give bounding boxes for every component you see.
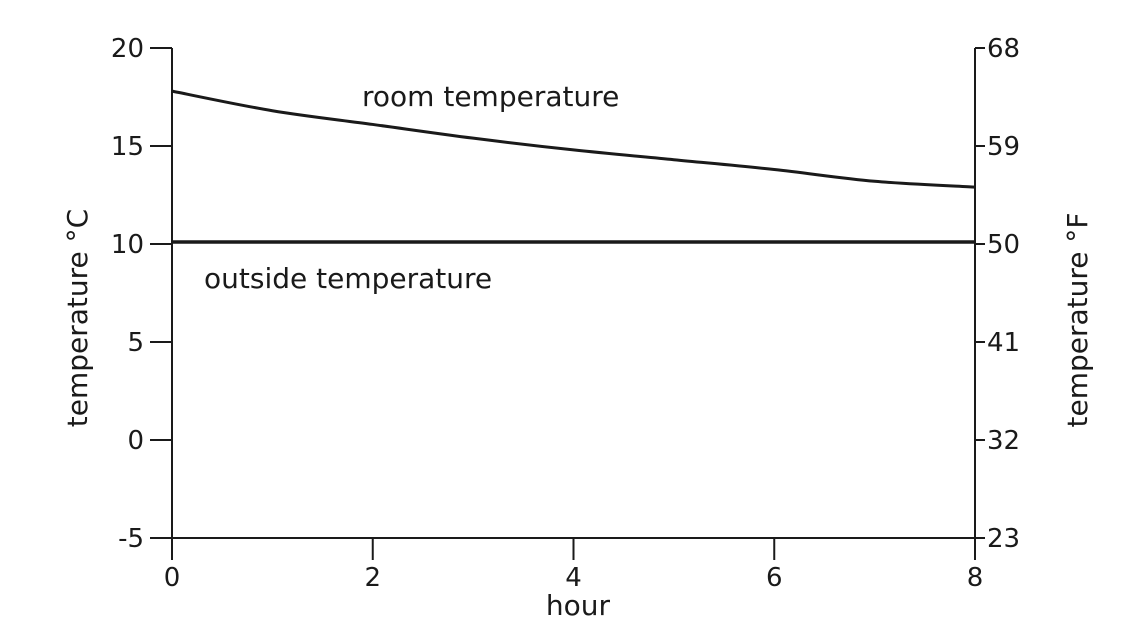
x-tick-label: 6 — [766, 563, 783, 593]
room-temperature-label: room temperature — [362, 80, 619, 113]
y-tick-label-right: 59 — [987, 132, 1020, 162]
y-tick-label-right: 68 — [987, 34, 1020, 64]
x-tick-label: 2 — [364, 563, 381, 593]
series-labels: room temperature outside temperature — [204, 80, 619, 295]
x-tick-label: 4 — [565, 563, 582, 593]
tick-marks — [150, 47, 985, 560]
y-tick-label-right: 23 — [987, 524, 1020, 554]
y-tick-label-left: 0 — [127, 426, 144, 456]
y-tick-label-left: -5 — [118, 524, 144, 554]
y-tick-label-left: 20 — [111, 34, 144, 64]
y-tick-label-right: 50 — [987, 230, 1020, 260]
x-tick-label: 8 — [967, 563, 984, 593]
y-tick-label-left: 15 — [111, 132, 144, 162]
y-tick-label-right: 41 — [987, 328, 1020, 358]
outside-temperature-label: outside temperature — [204, 262, 492, 295]
x-axis-title: hour — [546, 589, 611, 622]
x-tick-label: 0 — [164, 563, 181, 593]
y-axis-title-right: temperature °F — [1061, 212, 1094, 427]
y-tick-label-left: 5 — [127, 328, 144, 358]
y-axis-title-left: temperature °C — [61, 209, 94, 427]
y-tick-label-left: 10 — [111, 230, 144, 260]
data-series — [171, 89, 976, 244]
room-temperature-line — [171, 89, 976, 189]
y-tick-label-right: 32 — [987, 426, 1020, 456]
